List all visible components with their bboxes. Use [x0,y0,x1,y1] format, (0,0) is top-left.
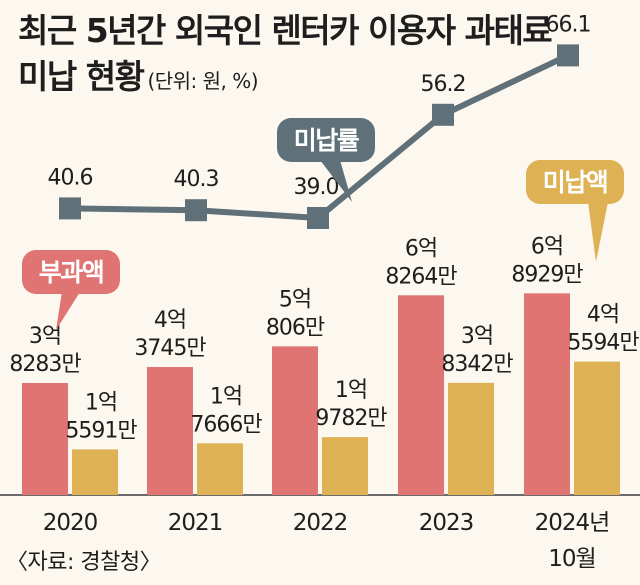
rate-label-3: 56.2 [421,72,466,97]
bar-unpaid-label-top-3: 3억 [461,324,493,349]
callout-unpaid-box [526,160,624,204]
bar-unpaid-2 [322,437,368,495]
callout-unpaid-label: 미납액 [543,168,608,197]
x-tick-label-0: 2020 [43,510,98,536]
callout-rate-tail [320,160,352,202]
bar-unpaid-label-bottom-0: 5591만 [65,418,137,443]
bar-unpaid-label-bottom-3: 8342만 [441,352,513,377]
bar-unpaid-label-top-0: 1억 [85,390,117,415]
rate-label-0: 40.6 [48,165,93,190]
callout-rate-label: 미납률 [294,126,360,155]
rate-marker-1 [185,199,207,222]
callout-unpaid-tail [588,202,608,262]
x-tick-label-1: 2021 [168,510,223,536]
bar-unpaid-4 [574,361,620,495]
callout-rate-box [277,118,375,162]
chart-title: 최근 5년간 외국인 렌터카 이용자 과태료 [18,11,553,50]
callout-imposed-label: 부과액 [39,258,104,287]
callout-imposed-tail [56,292,80,330]
bar-imposed-3 [398,295,444,495]
bar-imposed-4 [524,293,570,495]
bar-unpaid-label-bottom-4: 5594만 [567,331,639,356]
bar-imposed-label-bottom-0: 8283만 [9,352,81,377]
bar-imposed-label-top-1: 4억 [154,308,186,333]
rate-label-4: 66.1 [546,12,591,37]
rate-marker-4 [557,44,579,67]
callout-rate: 미납률 [277,118,375,202]
bar-unpaid-label-bottom-2: 9782만 [315,406,387,431]
bar-imposed-label-top-2: 5억 [279,287,311,312]
chart-title-line2: 미납 현황 (단위: 원, %) [18,54,551,104]
source-label: 〈자료: 경찰청〉 [6,550,162,575]
rate-marker-0 [59,197,81,220]
callout-imposed-box [22,250,120,294]
bar-imposed-label-bottom-2: 806만 [266,315,325,340]
rate-marker-2 [307,207,329,229]
bar-imposed-label-bottom-1: 3745만 [134,336,206,361]
bar-imposed-1 [147,367,193,495]
x-tick-label-line2-4: 10월 [548,546,595,572]
x-tick-label-4: 2024년 [535,510,610,536]
rate-marker-3 [432,103,454,126]
bar-imposed-label-bottom-3: 8264만 [385,264,457,289]
bar-imposed-0 [22,383,68,495]
chart-title-part2: 미납 현황 [18,57,145,96]
bar-unpaid-label-top-4: 4억 [587,303,619,328]
bar-imposed-2 [272,346,318,495]
callout-imposed: 부과액 [22,250,120,330]
bar-unpaid-label-top-1: 1억 [210,384,242,409]
bar-imposed-label-bottom-4: 8929만 [511,262,583,287]
bar-unpaid-0 [72,449,118,495]
x-tick-label-2: 2022 [293,510,348,536]
bar-unpaid-1 [197,443,243,495]
bar-imposed-label-top-0: 3억 [29,324,61,349]
bar-unpaid-3 [448,382,494,495]
bar-imposed-label-top-4: 6억 [531,234,563,259]
bar-unpaid-label-top-2: 1억 [335,378,367,403]
title-block: 최근 5년간 외국인 렌터카 이용자 과태료 미납 현황 (단위: 원, %) [18,8,553,104]
rate-label-1: 40.3 [174,167,219,192]
unit-label: (단위: 원, %) [147,69,259,93]
bar-unpaid-label-bottom-1: 7666만 [190,412,262,437]
rate-label-2: 39.0 [294,175,339,200]
x-tick-label-3: 2023 [419,510,474,536]
callout-unpaid: 미납액 [526,160,624,262]
bar-imposed-label-top-3: 6억 [405,236,437,261]
